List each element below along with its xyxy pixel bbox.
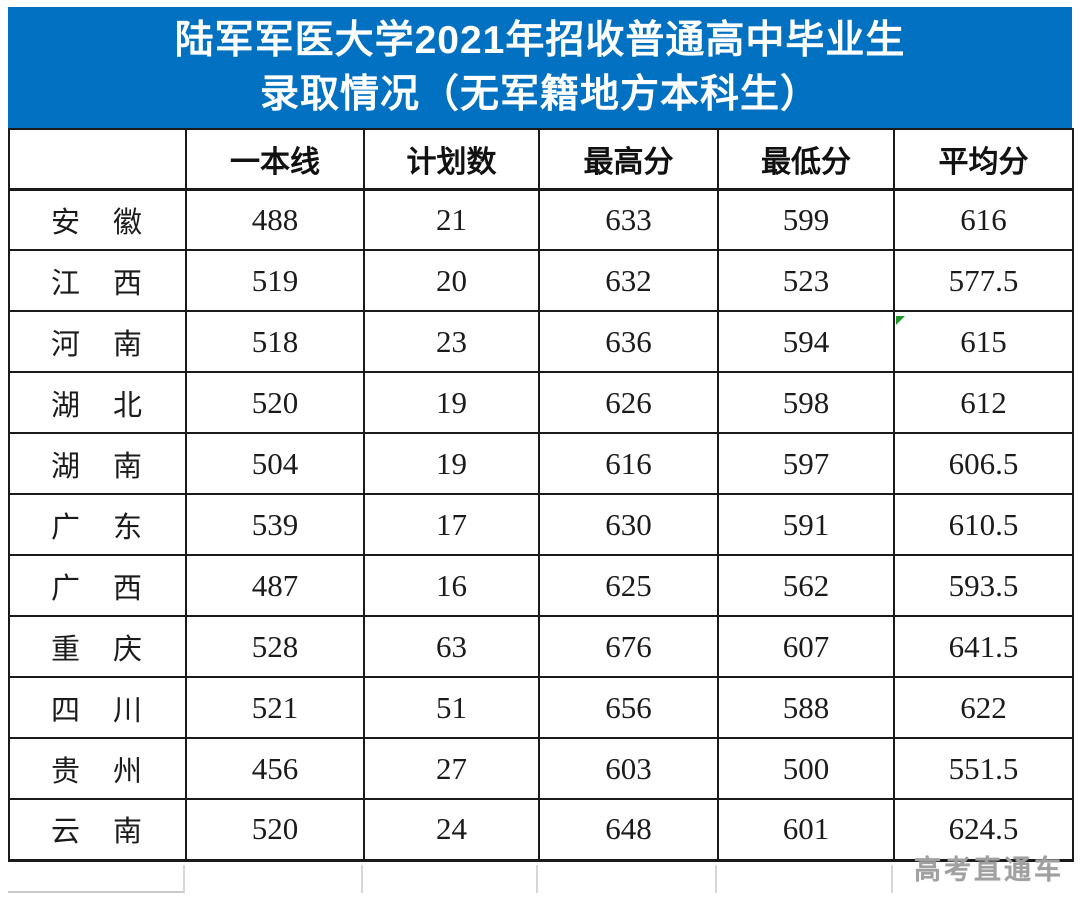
empty-cell <box>8 865 185 893</box>
value-cell: 597 <box>717 432 895 495</box>
province-cell: 湖 北 <box>8 371 187 434</box>
value-cell: 19 <box>363 371 540 434</box>
value-cell: 610.5 <box>893 493 1074 556</box>
value-cell: 519 <box>185 249 365 312</box>
value-cell: 633 <box>538 188 719 251</box>
value-cell: 591 <box>717 493 895 556</box>
province-cell: 湖 南 <box>8 432 187 495</box>
header-cell-pingjunfen: 平均分 <box>893 128 1074 191</box>
admissions-table: 一本线 计划数 最高分 最低分 平均分 安 徽 488 21 633 599 6… <box>8 128 1074 862</box>
value-cell: 20 <box>363 249 540 312</box>
value-cell: 24 <box>363 798 540 862</box>
province-cell: 河 南 <box>8 310 187 373</box>
value-cell: 630 <box>538 493 719 556</box>
table-row: 重 庆 528 63 676 607 641.5 <box>8 615 1074 678</box>
value-cell: 632 <box>538 249 719 312</box>
value-cell: 648 <box>538 798 719 862</box>
value-cell: 518 <box>185 310 365 373</box>
table-row: 贵 州 456 27 603 500 551.5 <box>8 737 1074 800</box>
header-row: 一本线 计划数 最高分 最低分 平均分 <box>8 128 1074 191</box>
value-cell: 521 <box>185 676 365 739</box>
empty-cell <box>538 865 717 893</box>
value-cell: 641.5 <box>893 615 1074 678</box>
empty-cell <box>717 865 893 893</box>
table-row: 河 南 518 23 636 594 615 <box>8 310 1074 373</box>
value-cell: 562 <box>717 554 895 617</box>
value-cell: 577.5 <box>893 249 1074 312</box>
value-cell: 615 <box>893 310 1074 373</box>
province-cell: 云 南 <box>8 798 187 862</box>
value-cell: 520 <box>185 371 365 434</box>
value-cell: 626 <box>538 371 719 434</box>
value-cell: 51 <box>363 676 540 739</box>
title-banner: 陆军军医大学2021年招收普通高中毕业生 录取情况（无军籍地方本科生） <box>8 7 1072 128</box>
value-cell: 27 <box>363 737 540 800</box>
value-cell: 487 <box>185 554 365 617</box>
value-cell: 23 <box>363 310 540 373</box>
header-cell-zuigaofen: 最高分 <box>538 128 719 191</box>
value-cell: 616 <box>893 188 1074 251</box>
header-cell-yibenxian: 一本线 <box>185 128 365 191</box>
value-cell: 616 <box>538 432 719 495</box>
value-cell: 624.5 <box>893 798 1074 862</box>
header-cell-province <box>8 128 187 191</box>
table-row: 湖 北 520 19 626 598 612 <box>8 371 1074 434</box>
value-cell: 606.5 <box>893 432 1074 495</box>
province-cell: 贵 州 <box>8 737 187 800</box>
title-line-2: 录取情况（无军籍地方本科生） <box>259 72 820 116</box>
value-cell: 636 <box>538 310 719 373</box>
table-row: 云 南 520 24 648 601 624.5 <box>8 798 1074 862</box>
value-cell: 520 <box>185 798 365 862</box>
value-cell: 603 <box>538 737 719 800</box>
value-cell: 588 <box>717 676 895 739</box>
value-cell: 593.5 <box>893 554 1074 617</box>
header-cell-zuidifen: 最低分 <box>717 128 895 191</box>
value-cell: 21 <box>363 188 540 251</box>
empty-cell <box>363 865 538 893</box>
value-cell: 676 <box>538 615 719 678</box>
table-row: 广 东 539 17 630 591 610.5 <box>8 493 1074 556</box>
value-cell: 598 <box>717 371 895 434</box>
value-cell: 601 <box>717 798 895 862</box>
table-row: 江 西 519 20 632 523 577.5 <box>8 249 1074 312</box>
table-body: 安 徽 488 21 633 599 616 江 西 519 20 632 52… <box>8 188 1074 862</box>
value-cell: 504 <box>185 432 365 495</box>
province-cell: 广 东 <box>8 493 187 556</box>
value-cell: 599 <box>717 188 895 251</box>
value-cell: 622 <box>893 676 1074 739</box>
value-cell: 625 <box>538 554 719 617</box>
value-cell: 551.5 <box>893 737 1074 800</box>
value-cell: 523 <box>717 249 895 312</box>
province-cell: 江 西 <box>8 249 187 312</box>
value-cell: 456 <box>185 737 365 800</box>
value-cell: 19 <box>363 432 540 495</box>
value-cell: 594 <box>717 310 895 373</box>
province-cell: 安 徽 <box>8 188 187 251</box>
watermark: 高考直通车 <box>914 855 1064 885</box>
table-row: 湖 南 504 19 616 597 606.5 <box>8 432 1074 495</box>
title-line-1: 陆军军医大学2021年招收普通高中毕业生 <box>174 18 906 62</box>
value-cell: 539 <box>185 493 365 556</box>
province-cell: 重 庆 <box>8 615 187 678</box>
value-cell: 63 <box>363 615 540 678</box>
value-cell: 17 <box>363 493 540 556</box>
cell-note-marker-icon <box>896 316 905 325</box>
table-row: 广 西 487 16 625 562 593.5 <box>8 554 1074 617</box>
table-row: 四 川 521 51 656 588 622 <box>8 676 1074 739</box>
header-cell-jihuashu: 计划数 <box>363 128 540 191</box>
value-cell: 528 <box>185 615 365 678</box>
value-cell: 607 <box>717 615 895 678</box>
value-cell: 612 <box>893 371 1074 434</box>
table-row: 安 徽 488 21 633 599 616 <box>8 188 1074 251</box>
value-cell: 16 <box>363 554 540 617</box>
province-cell: 广 西 <box>8 554 187 617</box>
empty-partial-row <box>8 865 1072 893</box>
empty-cell <box>185 865 363 893</box>
value-cell: 500 <box>717 737 895 800</box>
province-cell: 四 川 <box>8 676 187 739</box>
value-cell: 488 <box>185 188 365 251</box>
value-cell: 656 <box>538 676 719 739</box>
